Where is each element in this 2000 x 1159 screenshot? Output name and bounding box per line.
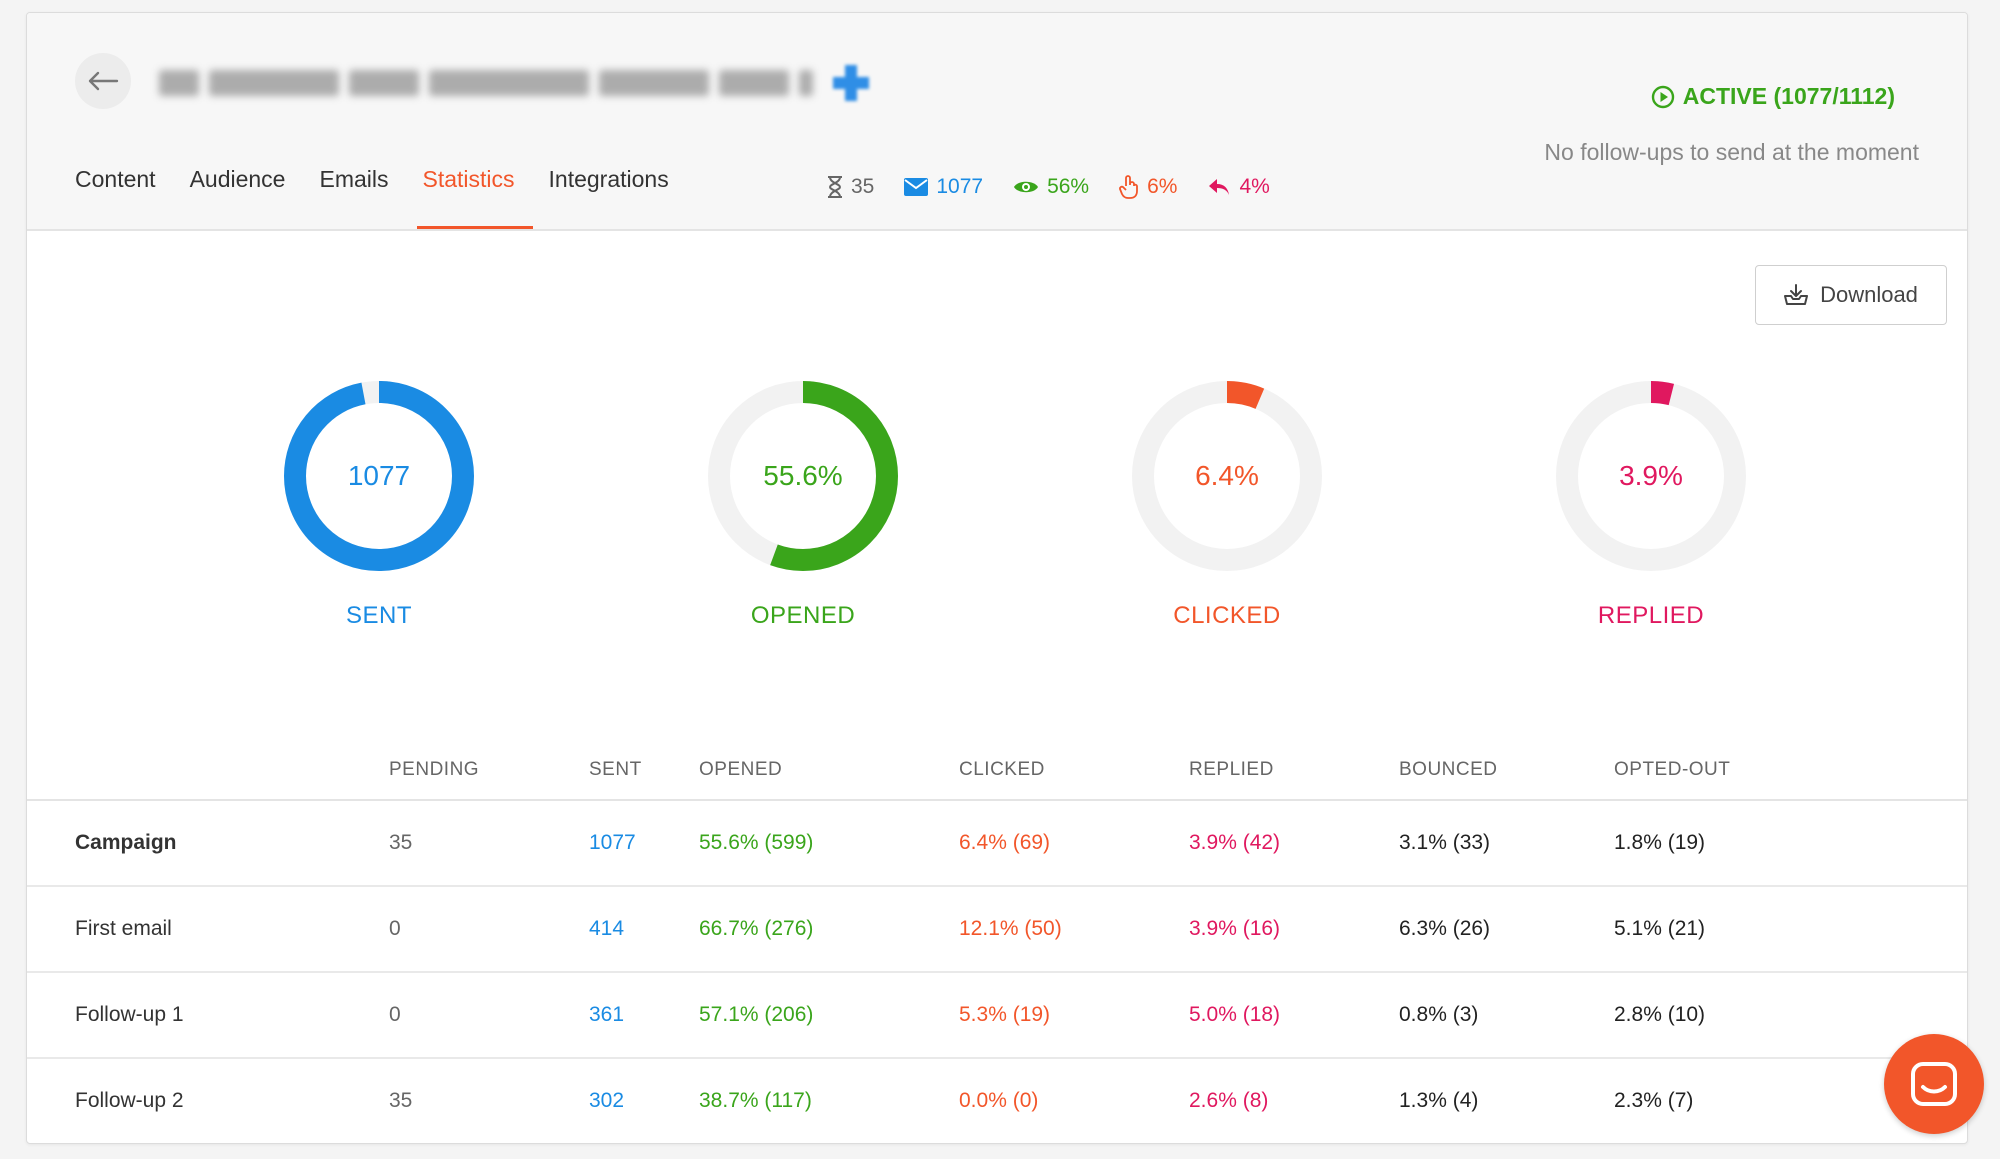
cell-bounced: 3.1% (33) <box>1399 800 1614 887</box>
table-row: First email 0 414 66.7% (276) 12.1% (50)… <box>27 886 1967 973</box>
play-circle-icon <box>1651 85 1674 108</box>
column-header-pending: PENDING <box>389 741 589 801</box>
tab-statistics[interactable]: Statistics <box>416 163 537 229</box>
download-button[interactable]: Download <box>1755 265 1947 325</box>
table-header-row: PENDING SENT OPENED CLICKED REPLIED BOUN… <box>27 741 1967 801</box>
row-label: First email <box>27 886 389 973</box>
mini-stat-replied: 4% <box>1207 175 1270 199</box>
cell-clicked: 12.1% (50) <box>959 886 1189 973</box>
donut-clicked: 6.4% CLICKED <box>1127 376 1327 630</box>
cell-sent: 361 <box>589 972 699 1059</box>
table-row: Campaign 35 1077 55.6% (599) 6.4% (69) 3… <box>27 800 1967 887</box>
plus-icon <box>833 65 869 101</box>
cell-replied: 3.9% (16) <box>1189 886 1399 973</box>
status-note: No follow-ups to send at the moment <box>1544 139 1919 165</box>
column-header-sent: SENT <box>589 741 699 801</box>
row-label: Follow-up 2 <box>27 1058 389 1143</box>
donut-opened-value: 55.6% <box>763 460 843 491</box>
cell-sent: 1077 <box>589 800 699 887</box>
donut-clicked-chart <box>1132 381 1322 571</box>
cell-opted-out: 1.8% (19) <box>1614 800 1967 887</box>
donut-opened: 55.6% OPENED <box>703 376 903 630</box>
donut-clicked-value: 6.4% <box>1195 460 1259 491</box>
statistics-table: PENDING SENT OPENED CLICKED REPLIED BOUN… <box>27 741 1967 1143</box>
hourglass-icon <box>828 176 842 198</box>
row-label: Follow-up 1 <box>27 972 389 1059</box>
cell-pending: 0 <box>389 972 589 1059</box>
cell-replied: 3.9% (42) <box>1189 800 1399 887</box>
table-row: Follow-up 1 0 361 57.1% (206) 5.3% (19) … <box>27 972 1967 1059</box>
table-row: Follow-up 2 35 302 38.7% (117) 0.0% (0) … <box>27 1058 1967 1143</box>
cell-replied: 5.0% (18) <box>1189 972 1399 1059</box>
donut-replied-value: 3.9% <box>1619 460 1683 491</box>
campaign-title-redacted <box>159 65 879 101</box>
cell-opened: 55.6% (599) <box>699 800 959 887</box>
cell-clicked: 6.4% (69) <box>959 800 1189 887</box>
tab-emails[interactable]: Emails <box>319 166 389 192</box>
eye-icon <box>1014 181 1039 193</box>
donut-sent-label: SENT <box>345 602 412 629</box>
column-header-opened: OPENED <box>699 741 959 801</box>
column-header-replied: REPLIED <box>1189 741 1399 801</box>
donut-clicked-label: CLICKED <box>1173 602 1281 629</box>
donut-opened-label: OPENED <box>750 602 856 629</box>
column-header <box>27 741 389 801</box>
back-button[interactable] <box>75 53 131 109</box>
donut-opened-chart <box>708 381 898 571</box>
column-header-opted-out: OPTED-OUT <box>1614 741 1967 801</box>
pointer-hand-icon <box>1119 175 1139 199</box>
mini-stat-pending: 35 <box>827 175 874 199</box>
cell-bounced: 6.3% (26) <box>1399 886 1614 973</box>
cell-pending: 35 <box>389 800 589 887</box>
column-header-bounced: BOUNCED <box>1399 741 1614 801</box>
chat-icon <box>1911 1062 1957 1106</box>
mini-stat-sent: 1077 <box>904 175 983 199</box>
envelope-icon <box>904 178 929 196</box>
mini-stat-opened: 56% <box>1013 175 1089 199</box>
cell-pending: 0 <box>389 886 589 973</box>
column-header-clicked: CLICKED <box>959 741 1189 801</box>
donut-sent-value: 1077 <box>347 460 411 491</box>
donut-replied-chart <box>1556 381 1746 571</box>
row-label: Campaign <box>27 800 389 887</box>
tab-audience[interactable]: Audience <box>189 166 286 192</box>
mini-stat-clicked: 6% <box>1119 175 1177 199</box>
chat-widget-button[interactable] <box>1884 1034 1984 1134</box>
cell-opened: 57.1% (206) <box>699 972 959 1059</box>
donut-replied-label: REPLIED <box>1597 602 1705 629</box>
tab-content[interactable]: Content <box>75 166 156 192</box>
campaign-status: ACTIVE (1077/1112) <box>1651 83 1895 110</box>
cell-sent: 302 <box>589 1058 699 1143</box>
donut-replied: 3.9% REPLIED <box>1551 376 1751 630</box>
cell-replied: 2.6% (8) <box>1189 1058 1399 1143</box>
cell-opted-out: 5.1% (21) <box>1614 886 1967 973</box>
cell-sent: 414 <box>589 886 699 973</box>
campaign-tabs: Content Audience Emails Statistics Integ… <box>75 163 703 229</box>
campaign-card: Content Audience Emails Statistics Integ… <box>26 12 1968 1144</box>
summary-mini-stats: 35 1077 56% 6% <box>827 175 1270 199</box>
tab-integrations[interactable]: Integrations <box>548 166 669 192</box>
cell-opened: 38.7% (117) <box>699 1058 959 1143</box>
cell-clicked: 5.3% (19) <box>959 972 1189 1059</box>
reply-icon <box>1209 179 1230 195</box>
cell-clicked: 0.0% (0) <box>959 1058 1189 1143</box>
cell-bounced: 0.8% (3) <box>1399 972 1614 1059</box>
download-tray-icon <box>1784 284 1809 305</box>
donut-sent-chart <box>284 381 474 571</box>
cell-pending: 35 <box>389 1058 589 1143</box>
cell-bounced: 1.3% (4) <box>1399 1058 1614 1143</box>
donut-sent: 1077 SENT <box>279 376 479 630</box>
cell-opened: 66.7% (276) <box>699 886 959 973</box>
arrow-left-icon <box>88 71 119 91</box>
campaign-header: Content Audience Emails Statistics Integ… <box>27 13 1967 231</box>
